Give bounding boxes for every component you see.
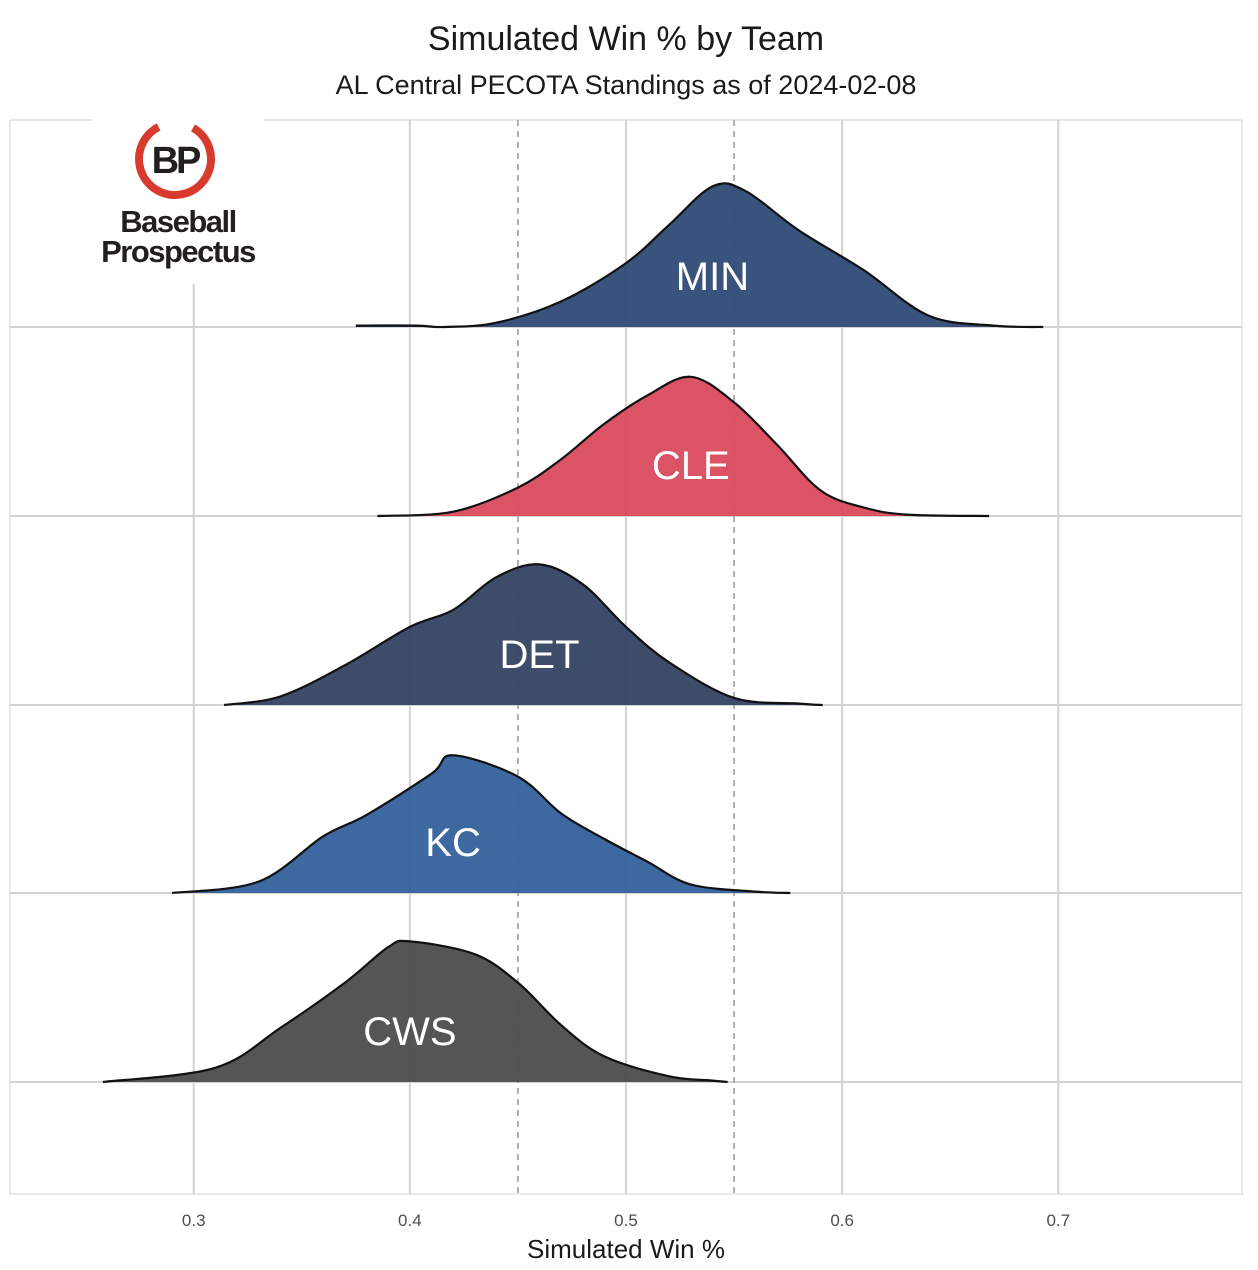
chart-title: Simulated Win % by Team (427, 20, 825, 58)
x-tick-label: 0.4 (398, 1211, 422, 1230)
density-outline-det (223, 563, 823, 707)
x-axis-title: Simulated Win % (527, 1234, 725, 1264)
team-label-cws: CWS (363, 1010, 456, 1054)
team-labels: MIN CLE DET KC CWS (363, 255, 749, 1054)
density-outline-cws (102, 939, 728, 1084)
density-area-min (355, 183, 1044, 328)
x-tick-label: 0.5 (614, 1211, 638, 1230)
chart-subtitle: AL Central PECOTA Standings as of 2024-0… (335, 70, 917, 100)
logo-word-prospectus: Prospectus (101, 234, 256, 269)
team-label-min: MIN (676, 255, 749, 299)
logo-mark-text: BP (152, 140, 201, 182)
team-label-kc: KC (425, 821, 481, 865)
logo-word-baseball: Baseball (120, 204, 237, 239)
x-tick-label: 0.3 (182, 1211, 206, 1230)
bp-logo-icon: BP (135, 119, 215, 199)
team-label-det: DET (500, 633, 580, 677)
density-area-det (224, 564, 823, 705)
x-axis-ticks: 0.3 0.4 0.5 0.6 0.7 (182, 1211, 1070, 1230)
density-outline-cle (377, 375, 990, 518)
density-area-kc (172, 755, 791, 893)
x-tick-label: 0.6 (830, 1211, 854, 1230)
density-area-cws (102, 940, 728, 1082)
density-ridges (102, 182, 1044, 1084)
team-label-cle: CLE (652, 444, 730, 488)
density-outline-min (355, 182, 1044, 329)
x-tick-label: 0.7 (1046, 1211, 1070, 1230)
density-outline-kc (171, 754, 791, 895)
baseball-prospectus-logo: BP Baseball Prospectus (92, 108, 264, 284)
